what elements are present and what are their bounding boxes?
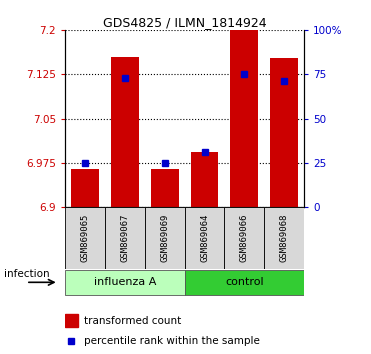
Bar <box>65 207 105 269</box>
Bar <box>270 58 298 207</box>
Bar <box>151 169 178 207</box>
Title: GDS4825 / ILMN_1814924: GDS4825 / ILMN_1814924 <box>103 16 266 29</box>
Text: percentile rank within the sample: percentile rank within the sample <box>84 336 260 346</box>
Text: transformed count: transformed count <box>84 316 181 326</box>
Text: control: control <box>225 277 264 287</box>
Bar <box>145 207 185 269</box>
Text: influenza A: influenza A <box>93 277 156 287</box>
Text: GSM869064: GSM869064 <box>200 214 209 262</box>
Text: GSM869068: GSM869068 <box>280 214 289 262</box>
Bar <box>185 270 304 295</box>
Text: GSM869066: GSM869066 <box>240 214 249 262</box>
Bar <box>185 207 224 269</box>
Bar <box>191 152 219 207</box>
Bar <box>111 57 139 207</box>
Bar <box>65 270 185 295</box>
Bar <box>71 169 99 207</box>
Bar <box>230 30 258 207</box>
Text: GSM869065: GSM869065 <box>81 214 89 262</box>
Text: GSM869067: GSM869067 <box>120 214 129 262</box>
Bar <box>105 207 145 269</box>
Bar <box>264 207 304 269</box>
Text: infection: infection <box>4 269 49 279</box>
Bar <box>65 314 78 327</box>
Text: GSM869069: GSM869069 <box>160 214 169 262</box>
Bar <box>224 207 264 269</box>
